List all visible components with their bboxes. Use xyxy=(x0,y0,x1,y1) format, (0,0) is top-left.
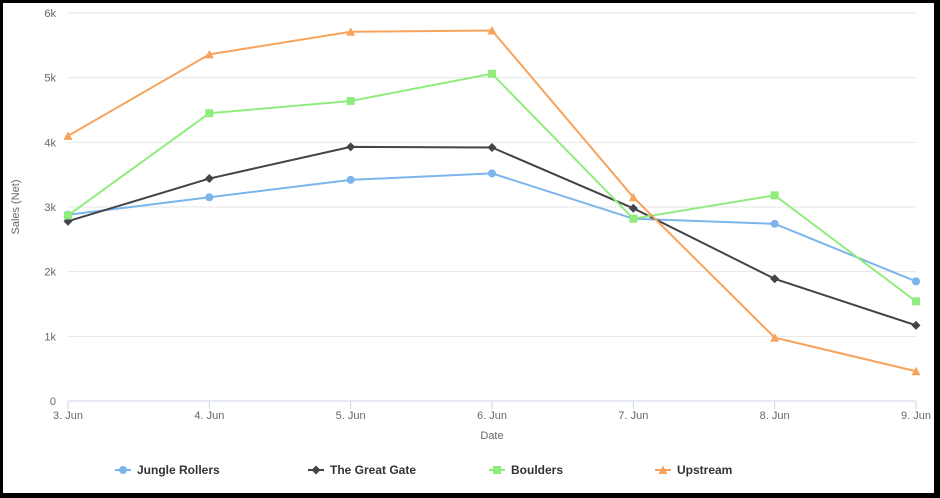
data-point-the-great-gate[interactable] xyxy=(770,274,780,284)
y-tick-label: 1k xyxy=(44,331,56,343)
legend-item-boulders[interactable]: Boulders xyxy=(489,463,563,477)
legend-marker-upstream xyxy=(658,465,668,474)
x-tick-label: 4. Jun xyxy=(194,410,224,422)
data-point-upstream[interactable] xyxy=(770,333,780,342)
series-line-jungle-rollers xyxy=(67,172,917,283)
data-point-boulders[interactable] xyxy=(488,69,496,78)
data-point-boulders[interactable] xyxy=(205,109,214,118)
legend-marker-jungle-rollers xyxy=(119,466,127,474)
legend-label: The Great Gate xyxy=(330,463,416,477)
data-point-boulders[interactable] xyxy=(64,211,72,220)
data-point-the-great-gate[interactable] xyxy=(204,174,214,184)
data-point-jungle-rollers[interactable] xyxy=(488,169,496,178)
y-tick-label: 5k xyxy=(44,73,56,85)
data-point-upstream[interactable] xyxy=(63,131,73,140)
series-group xyxy=(63,25,921,376)
legend-marker-the-great-gate xyxy=(311,465,321,475)
data-point-the-great-gate[interactable] xyxy=(346,142,356,152)
data-point-the-great-gate[interactable] xyxy=(487,143,497,153)
data-point-boulders[interactable] xyxy=(912,297,920,306)
series-boulders xyxy=(64,69,920,306)
y-tick-label: 3k xyxy=(44,202,56,214)
series-the-great-gate xyxy=(63,142,921,330)
y-tick-label: 4k xyxy=(44,137,56,149)
data-point-upstream[interactable] xyxy=(911,366,921,376)
legend-item-jungle-rollers[interactable]: Jungle Rollers xyxy=(115,463,220,477)
x-tick-label: 3. Jun xyxy=(53,410,83,422)
series-upstream xyxy=(63,25,921,376)
series-line-upstream xyxy=(67,29,917,373)
x-tick-label: 9. Jun xyxy=(901,410,931,422)
data-point-boulders[interactable] xyxy=(770,191,779,200)
data-point-jungle-rollers[interactable] xyxy=(770,219,779,228)
data-point-boulders[interactable] xyxy=(346,96,355,105)
y-tick-label: 0 xyxy=(50,396,56,408)
legend-item-upstream[interactable]: Upstream xyxy=(655,463,732,477)
data-point-upstream[interactable] xyxy=(346,27,356,36)
series-line-boulders xyxy=(67,72,917,303)
legend-marker-boulders xyxy=(493,466,501,474)
data-point-boulders[interactable] xyxy=(629,214,638,223)
y-tick-label: 2k xyxy=(44,267,56,279)
data-point-jungle-rollers[interactable] xyxy=(205,193,214,202)
data-point-jungle-rollers[interactable] xyxy=(346,175,355,184)
data-point-upstream[interactable] xyxy=(487,25,497,35)
legend-label: Boulders xyxy=(511,463,563,477)
data-point-upstream[interactable] xyxy=(628,192,638,202)
y-axis-title: Sales (Net) xyxy=(10,179,22,234)
data-point-jungle-rollers[interactable] xyxy=(912,277,920,286)
y-axis-ticks: 0 1k 2k 3k 4k 5k 6k xyxy=(44,8,56,408)
x-axis-title: Date xyxy=(480,430,503,442)
x-tick-label: 5. Jun xyxy=(336,410,366,422)
y-tick-label: 6k xyxy=(44,8,56,20)
legend-label: Jungle Rollers xyxy=(137,463,220,477)
data-point-the-great-gate[interactable] xyxy=(628,203,638,213)
legend-item-the-great-gate[interactable]: The Great Gate xyxy=(308,463,416,477)
x-tick-label: 7. Jun xyxy=(618,410,648,422)
chart-container: 0 1k 2k 3k 4k 5k 6k 3. Jun 4. Jun 5. Jun 6. Jun 7.… xyxy=(3,3,934,493)
line-chart: 0 1k 2k 3k 4k 5k 6k 3. Jun 4. Jun 5. Jun 6. Jun 7.… xyxy=(10,8,931,477)
x-axis-ticks: 3. Jun 4. Jun 5. Jun 6. Jun 7. Jun 8. Jun 9. J… xyxy=(53,401,931,422)
data-point-upstream[interactable] xyxy=(204,49,214,59)
x-tick-label: 8. Jun xyxy=(760,410,790,422)
legend: Jungle Rollers The Great Gate Boulders Upst… xyxy=(115,463,732,477)
legend-label: Upstream xyxy=(677,463,732,477)
data-point-the-great-gate[interactable] xyxy=(911,320,921,330)
series-jungle-rollers xyxy=(64,169,920,286)
x-tick-label: 6. Jun xyxy=(477,410,507,422)
